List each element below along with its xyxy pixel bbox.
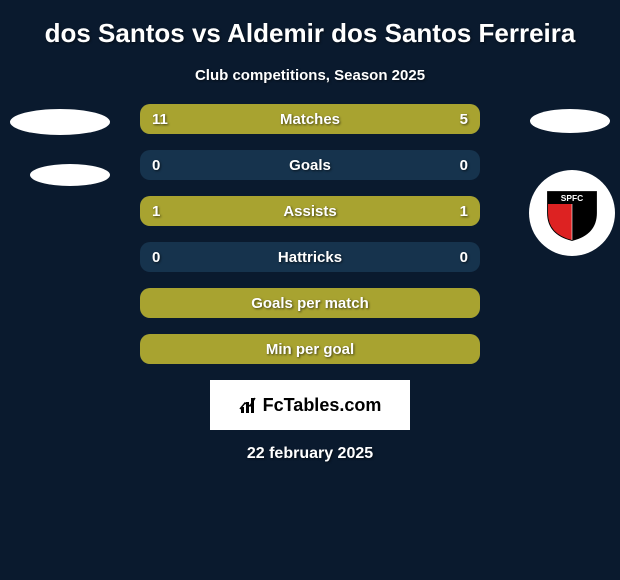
stat-row: Min per goal	[140, 334, 480, 364]
date-label: 22 february 2025	[20, 445, 600, 463]
stat-row: 0 Goals 0	[140, 150, 480, 180]
stat-label: Min per goal	[266, 341, 354, 358]
comparison-container: dos Santos vs Aldemir dos Santos Ferreir…	[0, 0, 620, 473]
subtitle: Club competitions, Season 2025	[0, 67, 620, 84]
stat-label: Goals	[289, 157, 331, 174]
club-logo-text: SPFC	[561, 193, 583, 203]
stat-row: Goals per match	[140, 288, 480, 318]
player-right-photo-placeholder	[530, 109, 610, 133]
stat-value-right: 0	[460, 249, 468, 266]
footer-brand-logo: FcTables.com	[210, 380, 410, 430]
player-left-photo-placeholder-2	[30, 164, 110, 186]
stat-row: 1 Assists 1	[140, 196, 480, 226]
stat-label: Assists	[283, 203, 336, 220]
shield-icon: SPFC	[542, 183, 602, 243]
player-left-photo-placeholder-1	[10, 109, 110, 135]
stat-value-left: 1	[152, 203, 160, 220]
stat-label: Hattricks	[278, 249, 342, 266]
footer-brand-text: FcTables.com	[263, 395, 382, 416]
stat-label: Matches	[280, 111, 340, 128]
stat-value-right: 0	[460, 157, 468, 174]
stat-value-right: 5	[460, 111, 468, 128]
stat-label: Goals per match	[251, 295, 369, 312]
chart-icon	[239, 395, 259, 415]
stat-value-left: 0	[152, 249, 160, 266]
stat-value-left: 11	[152, 111, 168, 128]
stat-rows: 11 Matches 5 0 Goals 0 1 Assists 1 0 Hattricks 0 Goa…	[140, 104, 480, 364]
stat-value-right: 1	[460, 203, 468, 220]
stat-value-left: 0	[152, 157, 160, 174]
page-title: dos Santos vs Aldemir dos Santos Ferreir…	[0, 10, 620, 57]
stat-row: 0 Hattricks 0	[140, 242, 480, 272]
club-logo-right: SPFC	[529, 170, 615, 256]
content-area: SPFC 11 Matches 5 0 Goals 0 1 Assists 1 0 Hattrick…	[0, 104, 620, 463]
stat-row: 11 Matches 5	[140, 104, 480, 134]
